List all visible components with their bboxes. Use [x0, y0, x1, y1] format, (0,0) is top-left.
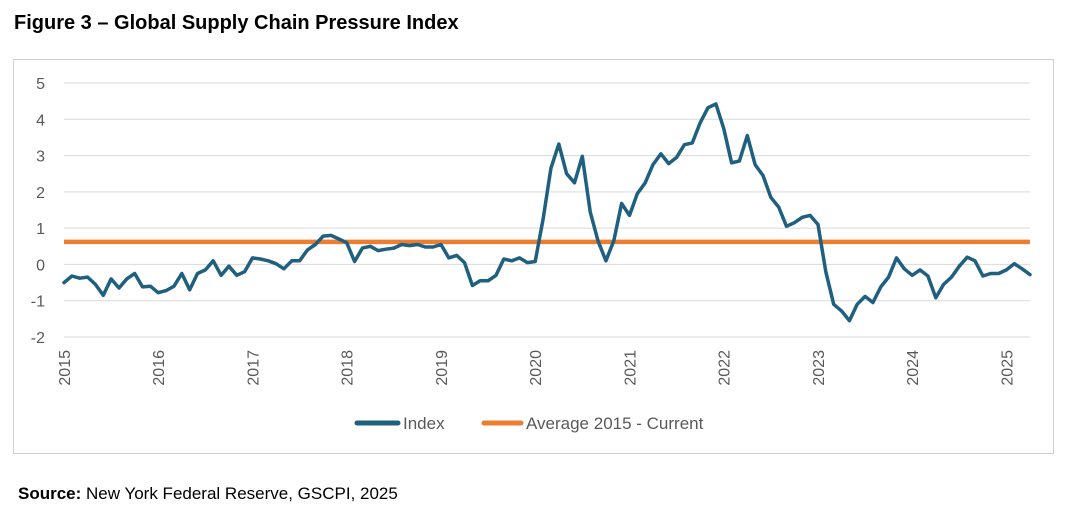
source-note: Source: New York Federal Reserve, GSCPI,…	[18, 484, 398, 504]
y-tick-label: -2	[31, 330, 45, 347]
y-tick-label: 5	[36, 76, 45, 93]
x-axis-ticks: 2015 2016 2017 2018 2019 2020 2021 2022 2023 2024…	[57, 350, 1016, 386]
y-tick-label: 0	[36, 257, 45, 274]
chart-area: 5 4 3 2 1 0 -1 -2 2015 2016 2017 2018 2019 2020 2021 2…	[13, 59, 1054, 454]
series-line-index	[62, 102, 1032, 323]
x-tick-label: 2024	[905, 350, 922, 386]
x-tick-label: 2018	[340, 350, 357, 386]
y-tick-label: 4	[36, 112, 45, 129]
legend-label-average: Average 2015 - Current	[526, 414, 704, 433]
y-axis-ticks: 5 4 3 2 1 0 -1 -2	[31, 76, 45, 347]
figure-title: Figure 3 – Global Supply Chain Pressure …	[14, 12, 459, 34]
x-tick-label: 2023	[811, 350, 828, 386]
x-tick-label: 2019	[434, 350, 451, 386]
source-label: Source:	[18, 484, 82, 503]
source-text: New York Federal Reserve, GSCPI, 2025	[81, 484, 398, 503]
gridlines	[64, 82, 1030, 338]
x-tick-label: 2025	[999, 350, 1016, 386]
x-tick-label: 2021	[622, 350, 639, 386]
legend: Index Average 2015 - Current	[354, 414, 704, 433]
x-tick-label: 2020	[528, 350, 545, 386]
series-layer	[62, 102, 1032, 323]
x-tick-label: 2016	[151, 350, 168, 386]
y-tick-label: 2	[36, 185, 45, 202]
y-tick-label: 3	[36, 149, 45, 166]
y-tick-label: -1	[31, 294, 45, 311]
x-tick-label: 2017	[245, 350, 262, 386]
y-tick-label: 1	[36, 221, 45, 238]
legend-label-index: Index	[403, 414, 445, 433]
x-tick-label: 2015	[57, 350, 74, 386]
x-tick-label: 2022	[717, 350, 734, 386]
